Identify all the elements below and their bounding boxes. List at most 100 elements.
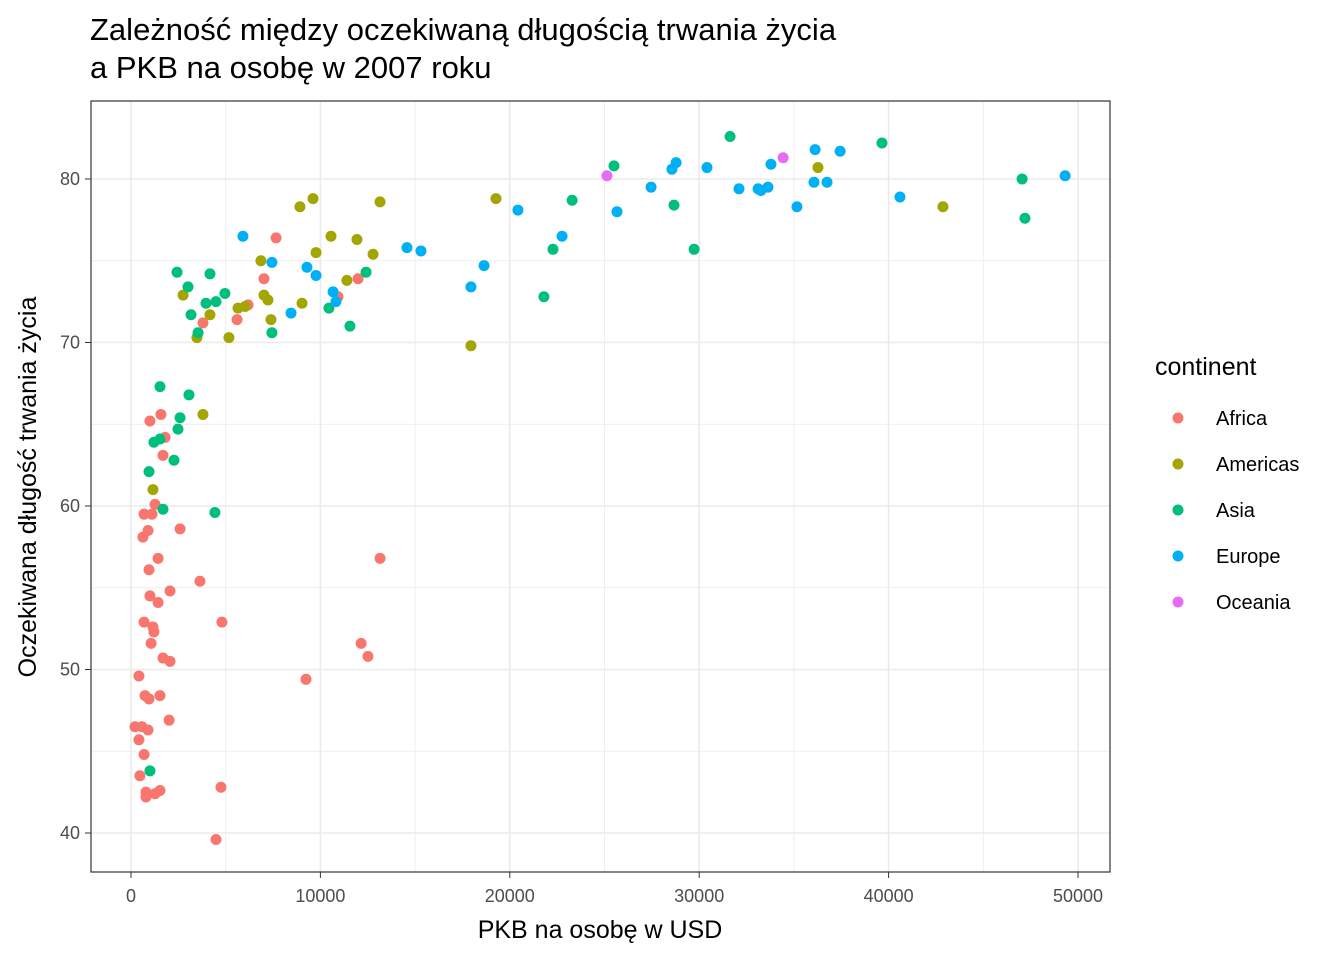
legend-label-europe: Europe	[1216, 546, 1281, 568]
data-point-africa	[152, 552, 164, 564]
data-point-africa	[355, 637, 367, 649]
data-point-americas	[367, 248, 379, 260]
data-point-americas	[325, 230, 337, 242]
data-point-asia	[192, 327, 204, 339]
data-point-africa	[143, 564, 155, 576]
data-point-africa	[215, 781, 227, 793]
data-point-americas	[204, 309, 216, 321]
data-point-europe	[1059, 170, 1071, 182]
data-point-europe	[762, 181, 774, 193]
data-point-africa	[210, 834, 222, 846]
data-point-europe	[512, 204, 524, 216]
data-point-africa	[140, 791, 152, 803]
data-point-oceania	[777, 152, 789, 164]
data-point-asia	[154, 381, 166, 393]
data-point-africa	[164, 655, 176, 667]
x-axis-label: PKB na osobę w USD	[478, 916, 723, 944]
data-point-americas	[265, 314, 277, 326]
y-axis-label: Oczekiwana długość trwania życia	[14, 297, 42, 678]
data-point-americas	[465, 340, 477, 352]
data-point-africa	[164, 585, 176, 597]
data-point-africa	[143, 693, 155, 705]
data-point-africa	[231, 314, 243, 326]
legend-label-oceania: Oceania	[1216, 592, 1291, 614]
data-point-europe	[809, 144, 821, 156]
x-tick-label: 0	[126, 886, 136, 906]
data-point-africa	[374, 552, 386, 564]
y-tick-label: 50	[60, 660, 80, 680]
data-point-asia	[204, 268, 216, 280]
data-point-asia	[688, 243, 700, 255]
data-point-europe	[285, 307, 297, 319]
data-point-americas	[341, 274, 353, 286]
data-point-europe	[733, 183, 745, 195]
data-point-africa	[154, 690, 166, 702]
data-point-asia	[547, 243, 559, 255]
data-point-asia	[182, 281, 194, 293]
data-point-africa	[148, 626, 160, 638]
legend-title: continent	[1155, 353, 1257, 381]
legend-label-americas: Americas	[1216, 454, 1299, 476]
data-point-africa	[152, 596, 164, 608]
data-point-africa	[258, 273, 270, 285]
y-tick-label: 60	[60, 496, 80, 516]
data-point-europe	[401, 242, 413, 254]
data-point-asia	[144, 765, 156, 777]
data-point-africa	[174, 523, 186, 535]
data-point-africa	[155, 408, 167, 420]
data-point-africa	[197, 317, 209, 329]
data-point-africa	[216, 616, 228, 628]
legend-key-asia	[1172, 504, 1184, 516]
data-point-asia	[157, 503, 169, 515]
x-tick-label: 30000	[674, 886, 724, 906]
data-point-africa	[138, 616, 150, 628]
data-point-asia	[210, 296, 222, 308]
data-point-africa	[194, 575, 206, 587]
data-point-europe	[834, 145, 846, 157]
y-tick-label: 40	[60, 823, 80, 843]
data-point-americas	[197, 408, 209, 420]
data-point-europe	[330, 296, 342, 308]
data-point-asia	[143, 466, 155, 478]
data-point-asia	[266, 327, 278, 339]
data-point-europe	[556, 230, 568, 242]
data-point-americas	[294, 201, 306, 213]
legend-key-americas	[1172, 458, 1184, 470]
data-point-asia	[172, 423, 184, 435]
data-point-americas	[296, 297, 308, 309]
chart-title-line-2: a PKB na osobę w 2007 roku	[90, 50, 492, 85]
data-point-americas	[307, 193, 319, 205]
data-point-asia	[209, 507, 221, 519]
data-point-europe	[611, 206, 623, 218]
data-point-africa	[362, 650, 374, 662]
data-point-africa	[270, 232, 282, 244]
y-tick-label: 70	[60, 333, 80, 353]
data-point-asia	[185, 309, 197, 321]
data-point-americas	[223, 332, 235, 344]
plot-panel	[91, 101, 1110, 872]
legend-key-africa	[1172, 412, 1184, 424]
data-point-asia	[154, 433, 166, 445]
data-point-europe	[645, 181, 657, 193]
legend-key-europe	[1172, 550, 1184, 562]
data-point-africa	[137, 531, 149, 543]
data-point-americas	[147, 484, 159, 496]
data-point-europe	[808, 176, 820, 188]
y-tick-label: 80	[60, 169, 80, 189]
data-point-africa	[144, 590, 156, 602]
legend-key-oceania	[1172, 596, 1184, 608]
data-point-oceania	[601, 170, 613, 182]
data-point-asia	[360, 266, 372, 278]
data-point-americas	[490, 193, 502, 205]
data-point-europe	[301, 261, 313, 273]
data-point-europe	[310, 269, 322, 281]
data-point-asia	[168, 454, 180, 466]
data-point-europe	[894, 191, 906, 203]
data-point-americas	[239, 301, 251, 313]
data-point-asia	[200, 297, 212, 309]
data-point-americas	[262, 294, 274, 306]
data-point-europe	[821, 176, 833, 188]
data-point-americas	[351, 233, 363, 245]
data-point-americas	[374, 196, 386, 208]
